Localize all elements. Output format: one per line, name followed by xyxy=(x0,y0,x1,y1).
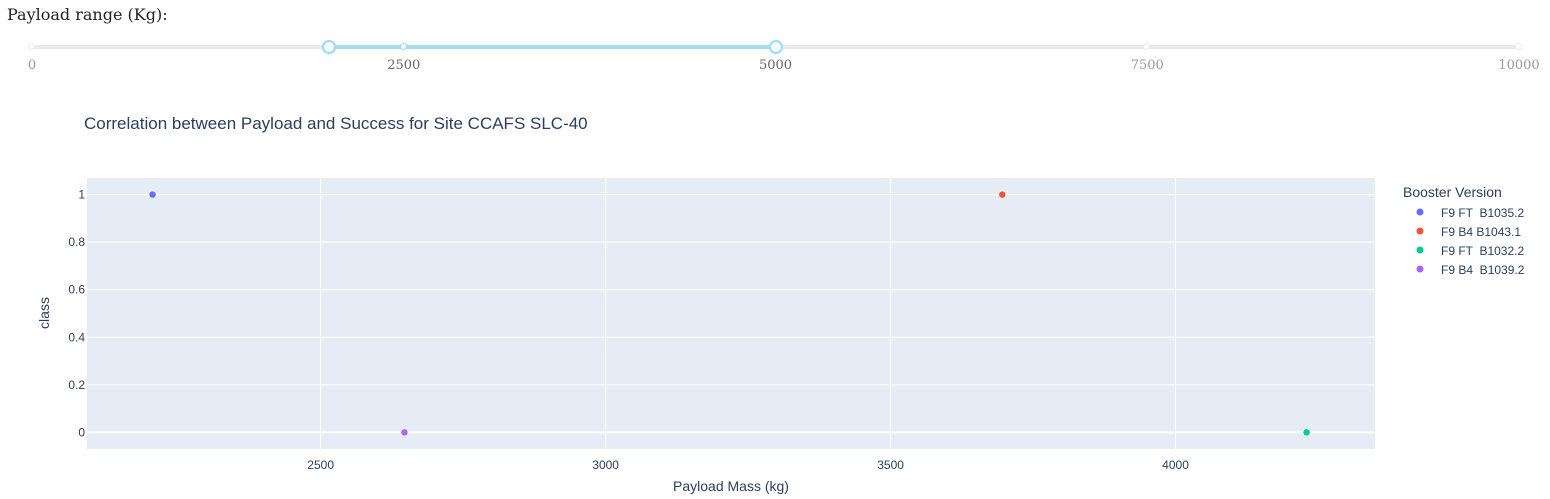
slider-mark-dot[interactable] xyxy=(1143,43,1151,50)
legend-marker xyxy=(1416,246,1424,254)
x-tick-label: 4000 xyxy=(1162,458,1189,472)
chart-title: Correlation between Payload and Success … xyxy=(84,114,588,133)
slider-mark-label[interactable]: 5000 xyxy=(758,58,793,73)
x-tick-label: 3500 xyxy=(877,458,904,472)
legend-marker xyxy=(1416,208,1424,216)
data-points xyxy=(148,190,1311,437)
legend-item[interactable]: F9 B4 B1043.1 xyxy=(1416,225,1522,239)
slider-mark-dot[interactable] xyxy=(28,43,35,50)
y-tick-label: 1 xyxy=(78,188,85,202)
slider-selected-track xyxy=(329,45,776,49)
legend-item[interactable]: F9 FT B1035.2 xyxy=(1416,206,1525,220)
legend-marker xyxy=(1416,227,1424,235)
data-point[interactable] xyxy=(400,428,409,437)
y-tick-label: 0.2 xyxy=(68,378,85,392)
slider-mark-dot[interactable] xyxy=(1515,43,1522,50)
legend-label: F9 B4 B1043.1 xyxy=(1441,225,1521,239)
payload-range-slider[interactable]: 0 2500 5000 7500 10000 xyxy=(0,30,1550,80)
plot-area xyxy=(87,178,1375,449)
payload-success-scatter-chart: 2500 3000 3500 4000 0 0.2 0.4 0.6 0.8 1 Correlati… xyxy=(36,114,1525,494)
legend-item[interactable]: F9 FT B1032.2 xyxy=(1416,244,1525,258)
legend-item[interactable]: F9 B4 B1039.2 xyxy=(1416,263,1525,277)
payload-range-label: Payload range (Kg): xyxy=(7,5,168,24)
x-tick-label: 2500 xyxy=(307,458,334,472)
tick-labels: 2500 3000 3500 4000 0 0.2 0.4 0.6 0.8 1 xyxy=(68,188,1189,472)
slider-handle-upper[interactable] xyxy=(768,40,783,54)
slider-mark-dot[interactable] xyxy=(399,43,407,50)
slider-mark-label[interactable]: 2500 xyxy=(387,58,421,73)
x-axis-title: Payload Mass (kg) xyxy=(673,478,789,494)
legend-title: Booster Version xyxy=(1403,184,1502,200)
slider-handle-lower[interactable] xyxy=(322,40,337,54)
data-point[interactable] xyxy=(1302,428,1311,437)
gridlines xyxy=(87,178,1375,449)
slider-mark-label[interactable]: 10000 xyxy=(1498,58,1540,73)
data-point[interactable] xyxy=(998,190,1007,199)
y-tick-label: 0 xyxy=(78,425,85,439)
data-point[interactable] xyxy=(148,190,157,199)
legend-label: F9 B4 B1039.2 xyxy=(1441,263,1525,277)
slider-mark-label[interactable]: 0 xyxy=(27,58,37,73)
y-tick-label: 0.8 xyxy=(68,235,85,249)
legend: Booster Version F9 FT B1035.2 F9 B4 B1043… xyxy=(1403,184,1525,277)
y-tick-label: 0.4 xyxy=(68,330,85,344)
x-tick-label: 3000 xyxy=(592,458,619,472)
slider-mark-label[interactable]: 7500 xyxy=(1130,58,1164,73)
legend-label: F9 FT B1035.2 xyxy=(1441,206,1524,220)
y-tick-label: 0.6 xyxy=(68,283,85,297)
y-axis-title: class xyxy=(36,297,52,329)
legend-marker xyxy=(1416,265,1424,273)
legend-label: F9 FT B1032.2 xyxy=(1441,244,1524,258)
